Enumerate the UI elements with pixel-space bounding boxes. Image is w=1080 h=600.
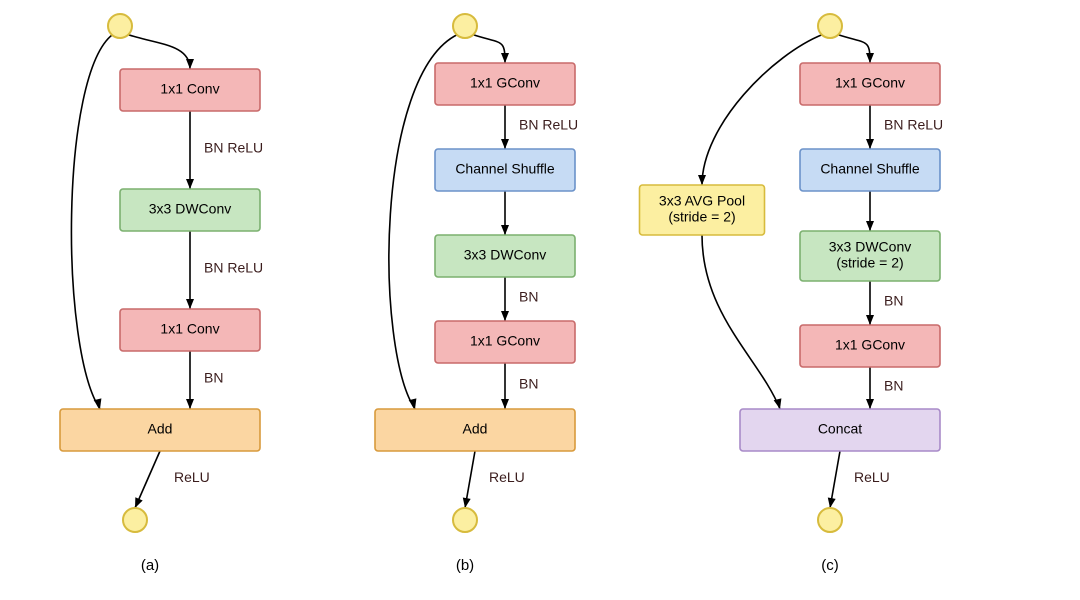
edge-label: BN (204, 369, 223, 385)
block-cp-label: 3x3 AVG Pool (659, 193, 745, 209)
edge-label: BN (884, 292, 903, 308)
edge-label: ReLU (489, 469, 525, 485)
block-b1-label: 1x1 GConv (470, 75, 540, 91)
subfigure-label: (b) (456, 557, 474, 574)
block-c1-label: 1x1 GConv (835, 75, 905, 91)
input-node (108, 14, 132, 38)
block-cp-label: (stride = 2) (668, 209, 735, 225)
block-a3-label: 1x1 Conv (160, 321, 219, 337)
block-c5-label: Concat (818, 421, 862, 437)
block-c4-label: 1x1 GConv (835, 337, 905, 353)
edge-label: BN (519, 288, 538, 304)
block-c3-label: (stride = 2) (836, 255, 903, 271)
edge-label: BN ReLU (519, 116, 578, 132)
block-a1-label: 1x1 Conv (160, 81, 219, 97)
block-b5-label: Add (463, 421, 488, 437)
input-node (453, 14, 477, 38)
edge-label: BN ReLU (204, 259, 263, 275)
block-a2-label: 3x3 DWConv (149, 201, 231, 217)
edge-label: BN (884, 377, 903, 393)
output-node (453, 508, 477, 532)
subfigure-label: (c) (821, 557, 839, 574)
block-a4-label: Add (148, 421, 173, 437)
edge-label: BN ReLU (884, 116, 943, 132)
edge-label: BN ReLU (204, 139, 263, 155)
block-b3-label: 3x3 DWConv (464, 247, 546, 263)
block-c2-label: Channel Shuffle (820, 161, 920, 177)
edge-label: ReLU (854, 469, 890, 485)
block-b2-label: Channel Shuffle (455, 161, 555, 177)
block-b4-label: 1x1 GConv (470, 333, 540, 349)
architecture-diagram: BN ReLU BN ReLU BN ReLU 1x1 Conv 3x3 DWConv 1x… (0, 0, 1080, 600)
block-c3-label: 3x3 DWConv (829, 239, 911, 255)
input-node (818, 14, 842, 38)
subfigure-label: (a) (141, 557, 159, 574)
output-node (123, 508, 147, 532)
edge-label: ReLU (174, 469, 210, 485)
output-node (818, 508, 842, 532)
edge-label: BN (519, 375, 538, 391)
